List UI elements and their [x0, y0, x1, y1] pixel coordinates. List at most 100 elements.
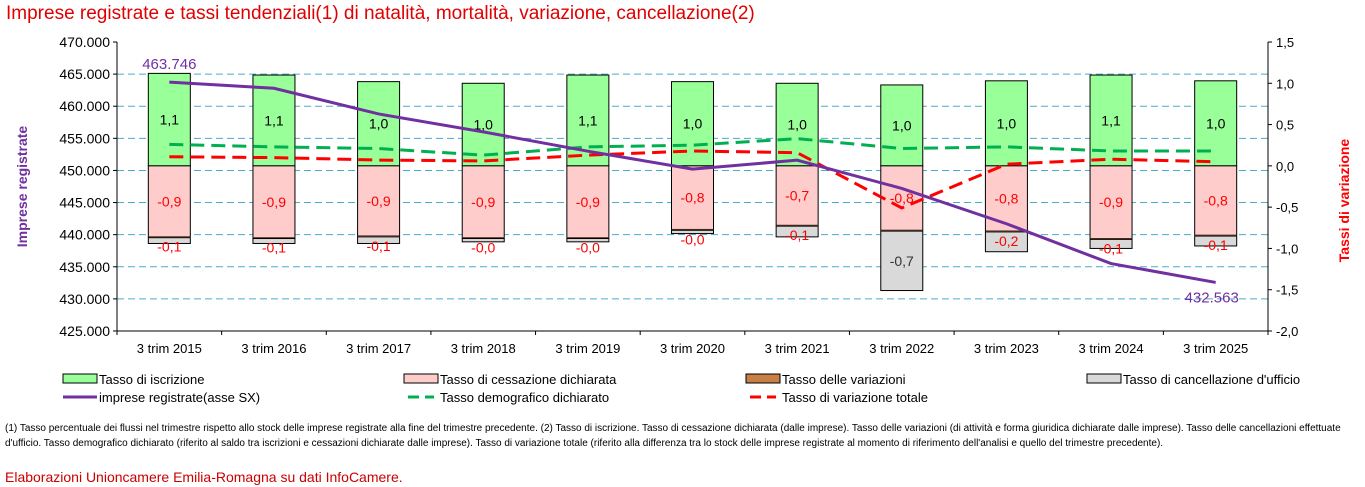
- tick-labels: 470.000 465.000 460.000 455.000 450.000 445.0…: [59, 34, 1298, 356]
- bar-cancellazione: [880, 230, 924, 292]
- data-label-cancellazione: -0,1: [785, 227, 809, 243]
- data-label-cessazione: -0,9: [1099, 194, 1123, 210]
- bar-cancellazione: [1089, 238, 1133, 249]
- data-label-cancellazione: -0,2: [994, 233, 1018, 249]
- bar-cancellazione: [1194, 235, 1238, 247]
- line-tasso-demografico: [169, 137, 1216, 157]
- legend-label: Tasso di variazione totale: [782, 390, 928, 405]
- data-label-iscrizione: 1,1: [160, 112, 180, 128]
- data-label-cessazione: -0,9: [157, 193, 181, 209]
- legend: Tasso di iscrizione Tasso di cessazione d…: [62, 372, 1300, 405]
- data-label-cancellazione: -0,1: [262, 240, 286, 256]
- y-tick-label-left: 450.000: [59, 162, 110, 178]
- bar-cessazione: [147, 165, 191, 238]
- data-label-cancellazione: -0,1: [157, 239, 181, 255]
- data-label-iscrizione: 1,0: [892, 117, 912, 133]
- legend-label: Tasso di cessazione dichiarata: [440, 372, 617, 387]
- bar-cessazione: [775, 165, 819, 226]
- legend-swatch: [403, 373, 439, 384]
- data-label-cessazione: -0,8: [890, 190, 914, 206]
- data-label-cessazione: -0,9: [576, 194, 600, 210]
- x-tick-label: 3 trim 2015: [137, 341, 202, 356]
- x-tick-label: 3 trim 2018: [451, 341, 516, 356]
- legend-label: Tasso di cancellazione d'ufficio: [1123, 372, 1300, 387]
- y-tick-label-right: 0,5: [1276, 118, 1294, 133]
- data-label-cessazione: -0,7: [785, 188, 809, 204]
- bar-iscrizione: [984, 80, 1028, 167]
- y-axis-title-right: Tassi di variazione: [1336, 139, 1352, 263]
- y-tick-label-left: 460.000: [59, 98, 110, 114]
- bar-iscrizione: [357, 81, 401, 167]
- y-tick-label-right: 1,5: [1276, 35, 1294, 50]
- bar-cancellazione: [357, 236, 401, 244]
- x-tick-label: 3 trim 2017: [346, 341, 411, 356]
- data-label-cessazione: -0,9: [471, 194, 495, 210]
- data-label-iscrizione: 1,1: [578, 112, 598, 128]
- bar-cancellazione: [566, 238, 610, 243]
- data-label-iscrizione: 1,0: [683, 116, 703, 132]
- bar-cessazione: [566, 165, 610, 239]
- y-tick-label-left: 470.000: [59, 34, 110, 50]
- y-tick-label-left: 435.000: [59, 259, 110, 275]
- data-label-iscrizione: 1,0: [369, 116, 389, 132]
- bar-iscrizione: [461, 82, 505, 167]
- data-label-cessazione: -0,8: [680, 190, 704, 206]
- data-label-cessazione: -0,9: [262, 194, 286, 210]
- data-label-cancellazione: -0,1: [1099, 240, 1123, 256]
- data-label-iscrizione: 1,0: [473, 117, 493, 133]
- y-tick-label-right: 0,0: [1276, 159, 1294, 174]
- bar-cancellazione: [252, 238, 296, 244]
- legend-label: Tasso delle variazioni: [782, 372, 906, 387]
- data-label-cessazione: -0,9: [367, 193, 391, 209]
- data-label-cancellazione: -0,7: [890, 253, 914, 269]
- y-tick-label-right: -1,0: [1276, 241, 1298, 256]
- point-label-last: 432.563: [1185, 289, 1239, 306]
- line-tasso-variazione-totale: [169, 149, 1216, 210]
- y-tick-label-right: -0,5: [1276, 200, 1298, 215]
- bar-cancellazione: [671, 229, 714, 235]
- data-label-cessazione: -0,8: [1204, 193, 1228, 209]
- bar-cessazione: [357, 165, 401, 237]
- bar-cessazione: [461, 165, 505, 239]
- bar-cessazione: [671, 165, 714, 230]
- chart-title: Imprese registrate e tassi tendenziali(1…: [6, 3, 755, 24]
- bar-iscrizione: [880, 84, 924, 167]
- y-tick-label-left: 425.000: [59, 323, 110, 339]
- bar-labels: 1,1 -0,9 -0,1 1,1 -0,9 -0,1 1,0 -0,9 -0,1 1,0 -0,9…: [157, 112, 1228, 269]
- chart: Imprese registrate Tassi di variazione 1,…: [14, 34, 1352, 405]
- legend-swatch: [745, 373, 781, 384]
- y-axis-title-left: Imprese registrate: [14, 126, 30, 248]
- legend-label: Tasso demografico dichiarato: [440, 390, 609, 405]
- y-tick-label-right: 1,0: [1276, 76, 1294, 91]
- legend-swatch: [1086, 373, 1122, 384]
- bar-cancellazione: [984, 231, 1028, 253]
- data-label-cessazione: -0,8: [994, 190, 1018, 206]
- y-tick-label-left: 430.000: [59, 291, 110, 307]
- bar-cessazione: [1194, 165, 1238, 236]
- x-tick-label: 3 trim 2022: [869, 341, 934, 356]
- x-tick-label: 3 trim 2024: [1079, 341, 1144, 356]
- y-tick-label-left: 440.000: [59, 227, 110, 243]
- data-label-cancellazione: -0,1: [1204, 237, 1228, 253]
- footnote: (1) Tasso percentuale dei flussi nel tri…: [5, 423, 1341, 449]
- x-tick-label: 3 trim 2020: [660, 341, 725, 356]
- source-note: Elaborazioni Unioncamere Emilia-Romagna …: [5, 469, 403, 485]
- bar-cessazione: [1089, 165, 1133, 240]
- y-tick-label-right: -2,0: [1276, 324, 1298, 339]
- data-label-cancellazione: -0,0: [471, 240, 495, 256]
- x-tick-label: 3 trim 2025: [1183, 341, 1248, 356]
- legend-swatch: [62, 373, 98, 384]
- x-tick-label: 3 trim 2021: [765, 341, 830, 356]
- point-label-first: 463.746: [142, 56, 196, 73]
- y-tick-label-left: 465.000: [59, 66, 110, 82]
- line-imprese-registrate: [169, 80, 1216, 284]
- bar-cancellazione: [461, 238, 505, 243]
- bar-iscrizione: [147, 72, 191, 167]
- y-tick-label-left: 455.000: [59, 130, 110, 146]
- axes: Imprese registrate Tassi di variazione: [14, 41, 1352, 335]
- legend-label: imprese registrate(asse SX): [99, 390, 260, 405]
- data-label-iscrizione: 1,1: [1101, 112, 1121, 128]
- data-label-iscrizione: 1,0: [1206, 115, 1226, 131]
- y-tick-label-right: -1,5: [1276, 283, 1298, 298]
- data-label-iscrizione: 1,1: [264, 112, 284, 128]
